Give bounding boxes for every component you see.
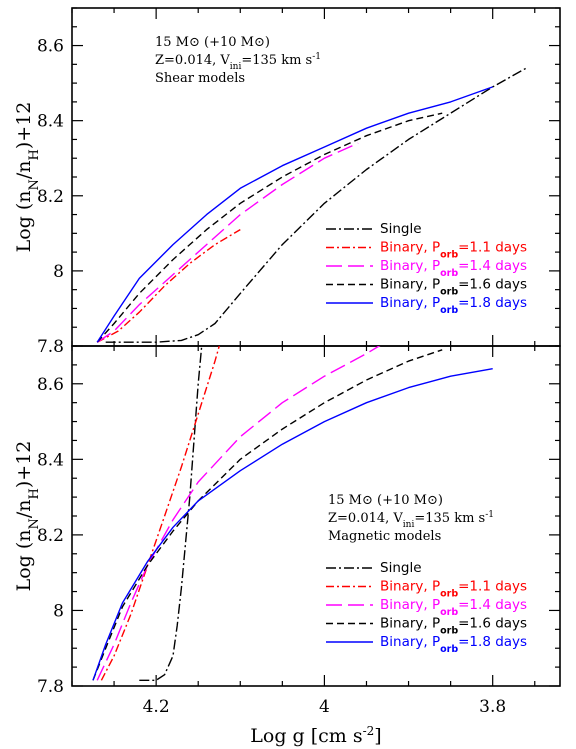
series-line-1 [96,228,241,343]
series-line-3 [92,349,443,681]
legend-label-0: Single [380,560,422,576]
model-params-label: Z=0.014, Vini=135 km s-1 [328,510,494,530]
y-axis-title: Log (nN/nH)+12 [13,102,42,253]
bottom-panel: 7.8 8 8.2 8.4 8.6 4.2 4 3.8 Log (nN/nH)+12 15 M⊙ … [13,345,561,717]
series-line-3 [96,112,443,343]
y-tick-label: 8.2 [37,187,64,207]
series-line-0 [139,346,203,681]
x-axis-title-text: Log g [cm s-2] [250,724,381,747]
x-tick-label: 3.8 [479,697,506,717]
y-tick-label: 7.8 [37,677,64,697]
model-type-label: Shear models [155,71,245,86]
model-mass-label: 15 M⊙ (+10 M⊙) [328,493,443,508]
series-line-0 [105,67,527,343]
legend-label-2: Binary, Porb=1.4 days [380,597,527,618]
y-tick-label: 8.6 [37,375,64,395]
legend-label-3: Binary, Porb=1.6 days [380,616,527,637]
y-axis-title: Log (nN/nH)+12 [13,441,42,592]
series-line-2 [96,346,381,681]
legend-label-3: Binary, Porb=1.6 days [380,277,527,298]
y-tick-label: 8 [53,262,64,282]
model-type-label: Magnetic models [328,529,441,544]
top-panel: 7.8 8 8.2 8.4 8.6 Log (nN/nH)+12 15 M⊙ (+10 M⊙… [13,7,561,357]
y-tick-label: 8.4 [37,450,64,470]
legend-label-0: Single [380,221,422,237]
series-line-2 [96,142,359,343]
legend-label-1: Binary, Porb=1.1 days [380,240,527,261]
legend-label-1: Binary, Porb=1.1 days [380,579,527,600]
y-tick-label: 7.8 [37,337,64,357]
y-tick-label: 8.6 [37,37,64,57]
series-line-1 [100,346,220,681]
x-tick-label: 4 [319,697,330,717]
y-tick-label: 8.4 [37,112,64,132]
x-tick-label: 4.2 [143,697,170,717]
legend-label-2: Binary, Porb=1.4 days [380,258,527,279]
legend-label-4: Binary, Porb=1.8 days [380,634,527,655]
y-tick-label: 8 [53,601,64,621]
x-axis-title: Log g [cm s-2] [250,724,381,747]
legend-label-4: Binary, Porb=1.8 days [380,295,527,316]
model-params-label: Z=0.014, Vini=135 km s-1 [155,52,321,72]
series-line-4 [92,368,493,681]
model-mass-label: 15 M⊙ (+10 M⊙) [155,35,270,50]
series-line-4 [96,86,493,343]
y-tick-label: 8.2 [37,526,64,546]
